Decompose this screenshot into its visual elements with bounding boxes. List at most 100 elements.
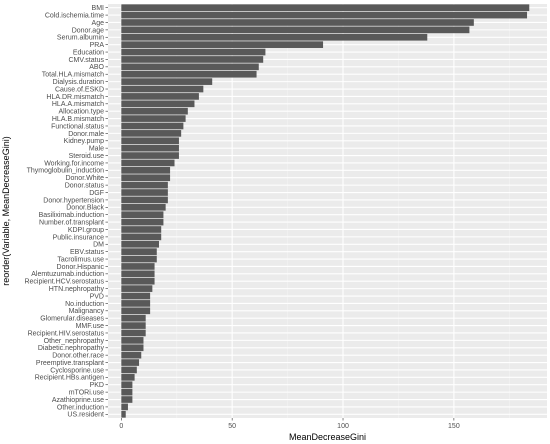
bar-donor-other-race [121,351,142,359]
y-tick-label: Working.for.income [44,160,104,167]
y-tick-label: Public.insurance [53,234,104,241]
bar-malignancy [121,307,151,315]
y-tick-label: Recipient.HBs.antigen [35,375,104,382]
bar-serum-albumin [121,33,428,41]
bar-pra [121,41,324,48]
y-tick-label: Serum.albumin [57,35,104,42]
x-tick-label: 50 [228,423,236,430]
bar-number-of-transplant [121,218,164,226]
bar-functional-status [121,122,184,130]
y-tick-label: Number.of.transplant [39,219,104,226]
bar-donor-male [121,130,182,137]
y-tick-label: MMF.use [76,323,105,330]
y-tick-label: KDPI.group [68,227,104,234]
y-tick-label: BMI [92,5,105,12]
y-tick-label: Preemptive.transplant [36,360,104,367]
y-tick-label: DM [93,242,104,249]
y-tick-label: No.induction [65,301,104,308]
y-axis-title: reorder(Variable, MeanDecreaseGini) [1,136,11,285]
y-tick-label: HLA.B.mismatch [52,116,104,123]
bar-education [121,48,266,56]
y-tick-label: Donor.age [72,27,104,34]
bar-thymoglobulin-induction [121,167,171,174]
bar-donor-white [121,174,171,182]
x-tick-label: 0 [119,423,123,430]
bar-other-induction [121,403,128,411]
bar-kdpi-group [121,226,162,233]
y-tick-label: Kidney.pump [64,138,104,145]
bar-pkd [121,381,133,389]
y-tick-label: Donor.Black [66,205,104,212]
y-tick-label: Recipient.HIV.serostatus [28,330,105,337]
bar-azathioprine-use [121,396,133,403]
y-tick-label: Cause.of.ESKD [55,86,104,93]
y-tick-label: mTORi.use [69,390,104,397]
bar-kidney-pump [121,137,179,145]
bar-total-hla-mismatch [121,70,257,78]
bar-age [121,19,474,26]
y-tick-label: Alemtuzumab.induction [31,271,104,278]
bar-dm [121,240,159,248]
y-tick-label: Male [89,146,104,153]
y-tick-label: Education [73,49,104,56]
y-tick-label: Donor.other.race [52,353,104,360]
y-tick-label: Recipient.HCV.serostatus [24,279,104,286]
y-tick-label: Thymoglobulin_induction [27,168,105,175]
y-tick-label: Other.induction [57,404,104,411]
bar-donor-black [121,203,166,211]
y-tick-label: Azathioprine.use [52,397,104,404]
bar-dgf [121,189,168,196]
y-tick-label: Donor.Hispanic [57,264,105,271]
bar-working-for-income [121,159,175,167]
bar-mmf-use [121,322,146,329]
bar-mtori-use [121,388,133,396]
bar-recipient-hbs-antigen [121,374,135,381]
y-tick-label: HLA.DR.mismatch [46,94,104,101]
y-tick-label: US.resident [67,412,104,419]
y-tick-labels: BMICold.ischemia.timeAgeDonor.ageSerum.a… [24,5,108,419]
bar-pvd [121,292,151,300]
y-tick-label: Donor.status [65,183,105,190]
bar-abo [121,63,259,71]
y-tick-label: Steroid.use [69,153,105,160]
bar-us-resident [121,410,126,418]
bars [121,4,530,418]
bar-public-insurance [121,233,162,241]
y-tick-label: ABO [89,64,104,71]
y-tick-label: Cyclosporine.use [50,367,104,374]
y-tick-label: Dialysis.duration [53,79,104,86]
bar-diabetic-nephropathy [121,344,144,352]
y-tick-label: Basiliximab.induction [39,212,104,219]
y-tick-label: Total.HLA.mismatch [42,72,104,79]
y-tick-label: Donor.White [65,175,104,182]
bar-recipient-hiv-serostatus [121,329,146,337]
bar-cyclosporine-use [121,366,137,374]
bar-donor-hypertension [121,196,168,204]
bar-tacrolimus-use [121,255,157,263]
bar-male [121,144,179,152]
bar-cmv-status [121,56,264,63]
y-tick-label: Donor.male [68,131,104,138]
y-tick-label: Allocation.type [58,109,104,116]
y-tick-label: Glomerular.diseases [40,316,104,323]
y-tick-label: EBV.status [70,249,104,256]
bar-allocation-type [121,107,188,115]
bar-recipient-hcv-serostatus [121,277,155,285]
y-tick-label: Tacrolimus.use [57,256,104,263]
y-tick-label: Diabetic.nephropathy [38,345,105,352]
y-tick-label: Cold.ischemia.time [45,12,104,19]
y-tick-label: PVD [90,293,104,300]
bar-hla-a-mismatch [121,100,195,108]
bar-other-nephropathy [121,337,144,344]
y-tick-label: Malignancy [69,308,105,315]
y-tick-label: PKD [90,382,104,389]
bar-cold-ischemia-time [121,11,528,19]
bar-dialysis-duration [121,78,213,85]
bar-bmi [121,4,530,12]
y-tick-label: Other_nephropathy [44,338,105,345]
y-tick-label: DGF [89,190,104,197]
bar-preemptive-transplant [121,359,140,366]
x-tick-label: 100 [337,423,349,430]
y-tick-label: Age [92,20,105,27]
